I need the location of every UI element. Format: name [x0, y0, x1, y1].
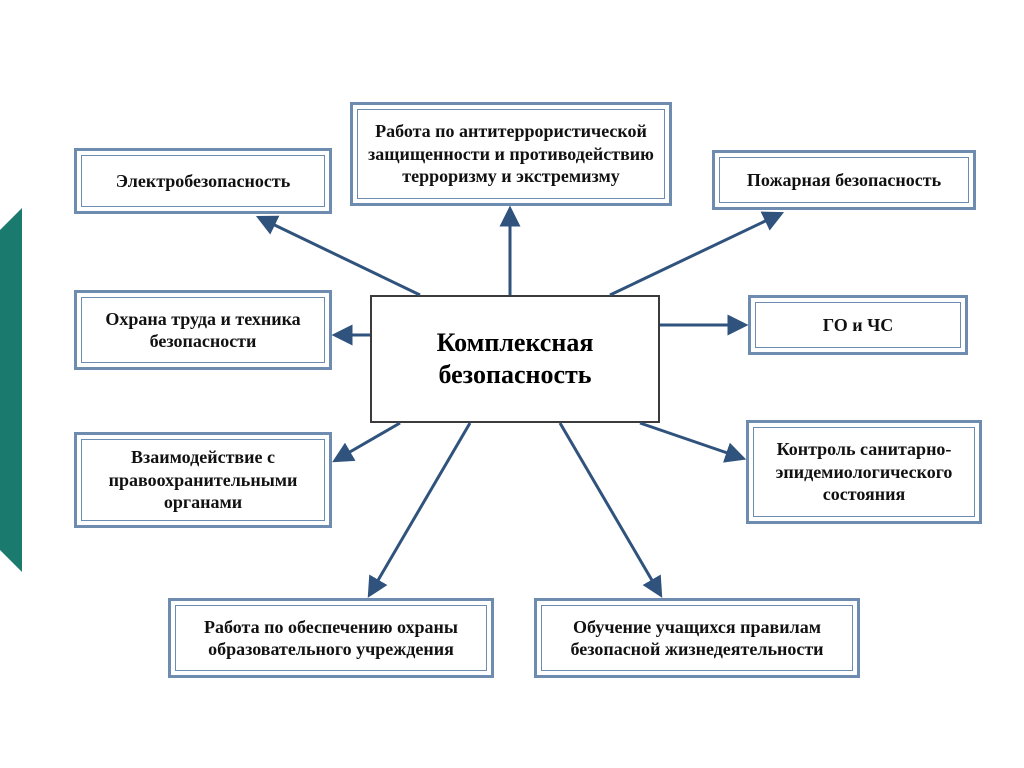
node-label: Электробезопасность [116, 170, 290, 193]
node-fire: Пожарная безопасность [712, 150, 976, 210]
central-label: Комплексная безопасность [380, 327, 650, 392]
node-gochs: ГО и ЧС [748, 295, 968, 355]
node-label: Охрана труда и техника безопасности [92, 308, 314, 353]
node-antiterror: Работа по антитеррористической защищенно… [350, 102, 672, 206]
decorative-side-stripe [0, 230, 22, 550]
node-guard: Работа по обеспечению охраны образовател… [168, 598, 494, 678]
node-label: ГО и ЧС [823, 314, 894, 337]
node-label: Обучение учащихся правилам безопасной жи… [552, 616, 842, 661]
node-law: Взаимодействие с правоохранительными орг… [74, 432, 332, 528]
central-node: Комплексная безопасность [370, 295, 660, 423]
node-label: Пожарная безопасность [747, 169, 941, 192]
node-label: Работа по антитеррористической защищенно… [368, 120, 654, 188]
node-training: Обучение учащихся правилам безопасной жи… [534, 598, 860, 678]
node-sanitary: Контроль санитарно-эпидемиологического с… [746, 420, 982, 524]
node-label: Взаимодействие с правоохранительными орг… [92, 446, 314, 514]
node-label: Работа по обеспечению охраны образовател… [186, 616, 476, 661]
node-label: Контроль санитарно-эпидемиологического с… [764, 438, 964, 506]
node-labor: Охрана труда и техника безопасности [74, 290, 332, 370]
node-electro: Электробезопасность [74, 148, 332, 214]
